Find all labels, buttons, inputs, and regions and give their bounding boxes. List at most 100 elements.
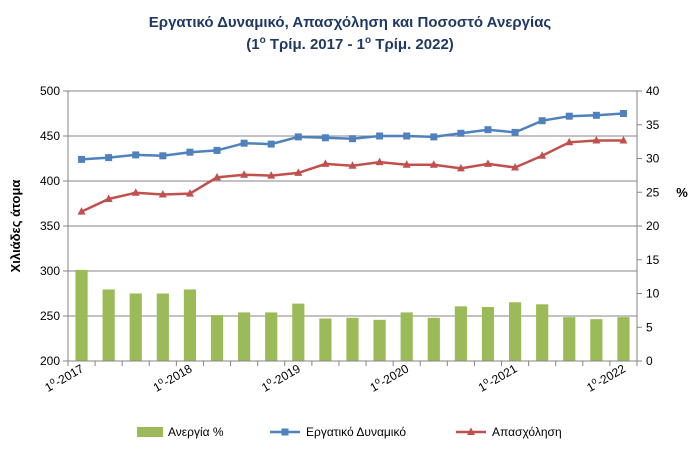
legend-swatch-unemployment <box>137 427 163 437</box>
marker-triangle <box>185 189 194 197</box>
marker-triangle <box>321 159 330 167</box>
marker-square <box>78 155 86 163</box>
marker-triangle <box>456 163 465 172</box>
bar-unemployment <box>292 303 305 361</box>
marker-triangle <box>402 160 411 168</box>
marker-triangle <box>348 161 357 169</box>
bar-unemployment <box>265 312 278 361</box>
chart-title: Εργατικό Δυναμικό, Απασχόληση και Ποσοστ… <box>149 14 552 31</box>
x-tick-label: 1ο-2021 <box>475 360 520 395</box>
y-axis-right-title: % <box>676 185 688 200</box>
bar-unemployment <box>210 315 224 361</box>
y-tick-label-left: 450 <box>40 129 60 143</box>
bar-unemployment <box>373 319 386 361</box>
marker-triangle <box>375 157 384 166</box>
marker-square <box>403 132 411 140</box>
marker-square <box>511 128 519 136</box>
marker-triangle <box>619 136 628 144</box>
y-tick-label-right: 40 <box>646 84 660 98</box>
bar-unemployment <box>590 319 603 361</box>
marker-square <box>267 140 275 148</box>
marker-square <box>619 110 627 117</box>
marker-square <box>213 146 221 154</box>
marker-square <box>430 133 438 141</box>
bar-unemployment <box>129 293 142 361</box>
bar-unemployment <box>319 318 332 361</box>
y-tick-label-left: 500 <box>40 84 60 98</box>
y-axis-left-ticks: 200 250 300 350 400 450 500 <box>40 84 68 368</box>
marker-square <box>240 139 248 147</box>
bar-unemployment <box>102 289 115 361</box>
marker-triangle <box>511 163 520 171</box>
legend-label-unemployment: Ανεργία % <box>168 425 224 439</box>
bar-series-unemployment <box>75 269 630 361</box>
bar-unemployment <box>346 317 359 361</box>
marker-square <box>321 134 329 142</box>
marker-triangle <box>240 170 249 178</box>
marker-square <box>105 154 113 162</box>
marker-triangle <box>104 194 113 202</box>
marker-triangle <box>158 190 167 198</box>
marker-square <box>376 132 384 140</box>
bar-unemployment <box>238 312 251 361</box>
marker-triangle <box>483 159 492 167</box>
bar-unemployment <box>75 269 88 361</box>
bar-unemployment <box>156 293 169 361</box>
y-tick-label-left: 350 <box>40 219 60 233</box>
marker-triangle <box>294 168 303 176</box>
marker-triangle <box>538 151 547 159</box>
bar-unemployment <box>183 289 197 361</box>
marker-square <box>538 117 546 125</box>
y-tick-label-right: 5 <box>646 320 653 334</box>
legend-label-employment: Απασχόληση <box>492 425 562 439</box>
y-tick-label-left: 400 <box>40 174 60 188</box>
marker-square <box>132 151 140 159</box>
x-tick-label: 1ο-2020 <box>366 360 411 395</box>
y-tick-label-right: 35 <box>646 118 660 132</box>
bar-unemployment <box>536 304 549 361</box>
x-tick-label: 1ο-2022 <box>583 360 628 395</box>
legend-marker-employment <box>467 427 475 435</box>
marker-triangle <box>267 171 276 179</box>
bar-unemployment <box>454 306 467 361</box>
bar-unemployment <box>427 317 440 361</box>
marker-square <box>294 133 302 141</box>
bar-unemployment <box>400 312 413 361</box>
bar-unemployment <box>617 317 630 361</box>
bar-unemployment <box>481 307 495 361</box>
marker-square <box>592 111 600 119</box>
y-tick-label-right: 15 <box>646 253 660 267</box>
bar-unemployment <box>508 302 522 361</box>
x-tick-label: 1ο-2019 <box>258 360 303 395</box>
marker-triangle <box>131 188 140 196</box>
marker-square <box>565 112 573 120</box>
marker-triangle <box>213 172 222 181</box>
marker-triangle <box>565 137 574 146</box>
y-axis-right-ticks: 0 5 10 15 20 25 30 35 40 <box>637 84 660 368</box>
y-axis-left-title: Χιλιάδες άτομα <box>8 180 23 273</box>
bar-unemployment <box>563 317 576 361</box>
chart-subtitle: (1ο Τρίμ. 2017 - 1ο Τρίμ. 2022) <box>246 35 454 53</box>
marker-triangle <box>77 207 86 215</box>
y-tick-label-left: 300 <box>40 264 60 278</box>
y-tick-label-right: 10 <box>646 287 660 301</box>
y-tick-label-left: 200 <box>40 354 60 368</box>
line-employment <box>81 139 624 213</box>
legend: Ανεργία % Εργατικό Δυναμικό Απασχόληση <box>137 425 562 439</box>
y-tick-label-right: 25 <box>646 185 660 199</box>
line-series <box>77 110 628 215</box>
marker-triangle <box>592 136 601 144</box>
marker-square <box>484 126 492 134</box>
y-tick-label-left: 250 <box>40 309 60 323</box>
legend-marker-labour-force <box>281 428 289 436</box>
y-tick-label-right: 20 <box>646 219 660 233</box>
legend-label-labour-force: Εργατικό Δυναμικό <box>306 425 406 439</box>
marker-square <box>349 135 356 143</box>
marker-square <box>457 129 465 137</box>
marker-square <box>159 152 167 160</box>
x-axis-ticks: 1ο-2017 1ο-2018 1ο-2019 1ο-2020 1ο-2021 1ο-20… <box>42 360 628 395</box>
x-tick-label: 1ο-2018 <box>150 360 195 395</box>
y-tick-label-right: 0 <box>646 354 653 368</box>
y-tick-label-right: 30 <box>646 152 660 166</box>
